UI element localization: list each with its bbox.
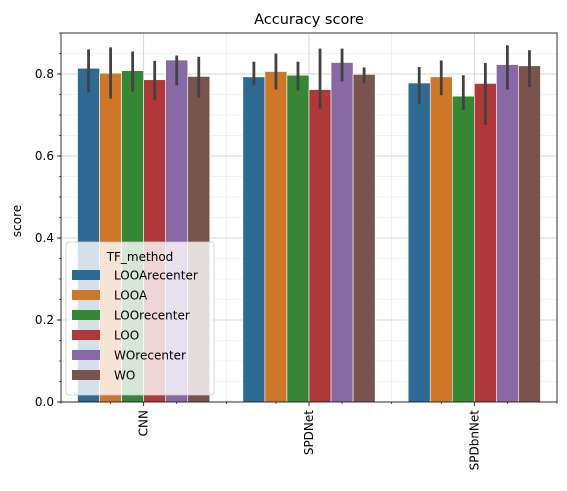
y-tick-label: 0.8 bbox=[35, 67, 54, 81]
legend-label: LOOArecenter bbox=[114, 269, 198, 283]
legend-label: WOrecenter bbox=[114, 349, 186, 363]
bar bbox=[429, 76, 453, 403]
legend-swatch bbox=[72, 330, 100, 340]
bar bbox=[330, 62, 354, 403]
bars bbox=[77, 59, 541, 403]
legend-swatch bbox=[72, 370, 100, 380]
legend-swatch bbox=[72, 350, 100, 360]
legend-box bbox=[65, 241, 215, 396]
bar bbox=[308, 89, 332, 403]
bar bbox=[518, 65, 541, 403]
legend-title: TF_method bbox=[106, 250, 174, 264]
bar bbox=[242, 76, 266, 403]
y-tick-label: 0.2 bbox=[35, 313, 54, 327]
bar bbox=[407, 82, 431, 403]
bar bbox=[264, 71, 288, 403]
bar bbox=[451, 95, 475, 403]
bar bbox=[286, 74, 310, 403]
y-tick-label: 0.4 bbox=[35, 231, 54, 245]
legend-swatch bbox=[72, 290, 100, 300]
x-tick-label: SPDbnNet bbox=[467, 410, 481, 471]
y-tick-label: 0.6 bbox=[35, 149, 54, 163]
y-axis-label: score bbox=[10, 205, 24, 237]
legend-label: LOOrecenter bbox=[114, 309, 190, 323]
chart-title: Accuracy score bbox=[254, 12, 364, 28]
legend-label: WO bbox=[114, 369, 135, 383]
x-axis: CNN SPDNet SPDbnNet bbox=[60, 402, 558, 471]
legend-swatch bbox=[72, 310, 100, 320]
y-axis: 0.0 0.2 0.4 0.6 0.8 bbox=[35, 32, 61, 409]
x-tick-label: SPDNet bbox=[302, 410, 316, 455]
bar bbox=[496, 64, 519, 403]
legend-swatch bbox=[72, 270, 100, 280]
y-tick-label: 0.0 bbox=[35, 395, 54, 409]
x-tick-label: CNN bbox=[137, 410, 151, 436]
legend: TF_method LOOArecenter LOOA LOOrecenter LOO… bbox=[65, 241, 215, 396]
error-bars bbox=[87, 45, 531, 125]
bar bbox=[474, 83, 497, 403]
legend-label: LOO bbox=[114, 329, 139, 343]
legend-label: LOOA bbox=[114, 289, 148, 303]
bar bbox=[352, 74, 376, 403]
